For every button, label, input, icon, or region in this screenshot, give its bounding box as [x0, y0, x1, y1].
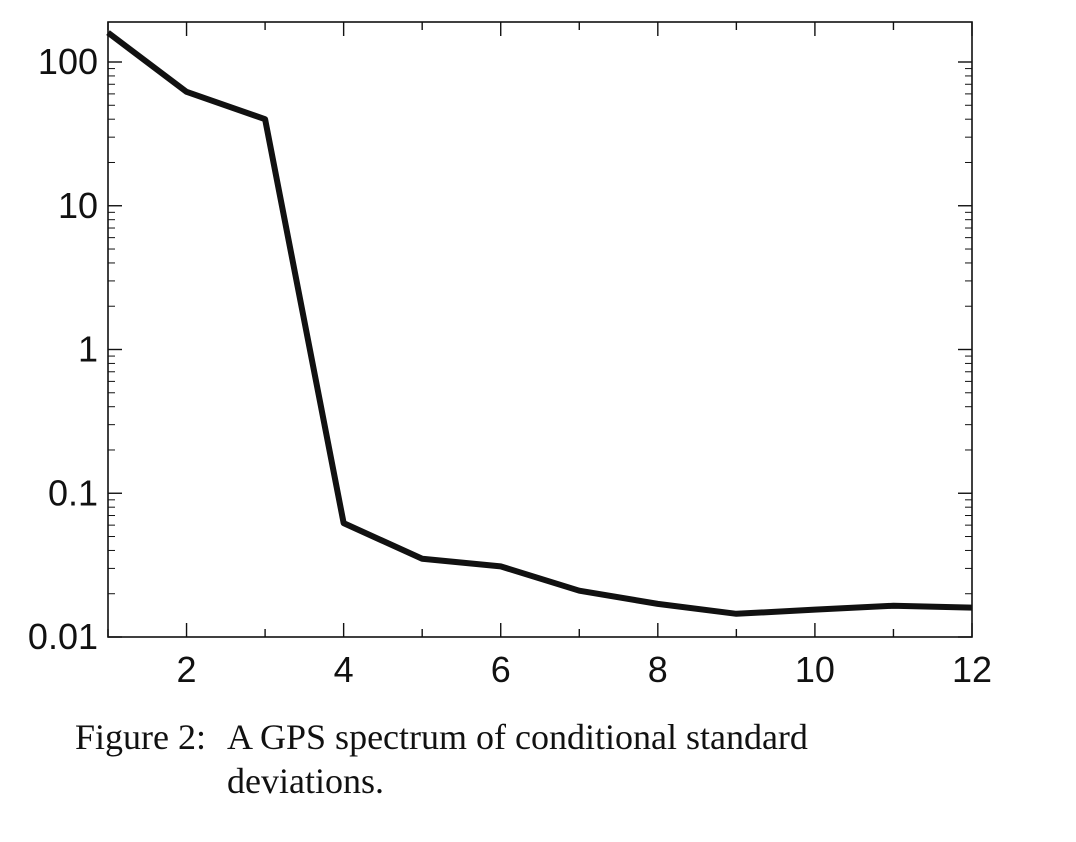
y-tick-label-2: 1 — [78, 329, 98, 370]
series-layer — [106, 30, 973, 617]
x-tick-label-2: 2 — [177, 649, 197, 690]
y-tick-label-1: 0.1 — [48, 472, 98, 513]
x-tick-label-12: 12 — [952, 649, 992, 690]
plot-frame — [107, 21, 973, 638]
tick-labels: 2 4 6 8 10 12 0.01 0.1 1 10 100 — [28, 41, 992, 690]
y-tick-label-4: 100 — [38, 41, 98, 82]
caption-label: Figure 2: — [75, 717, 206, 757]
x-tick-label-6: 6 — [491, 649, 511, 690]
figure-caption: Figure 2: A GPS spectrum of conditional s… — [75, 715, 975, 803]
y-tick-label-0: 0.01 — [28, 616, 98, 657]
x-tick-label-10: 10 — [795, 649, 835, 690]
axis-ticks — [107, 22, 973, 638]
chart: 2 4 6 8 10 12 0.01 0.1 1 10 100 — [28, 21, 992, 690]
series-line-0 — [106, 30, 973, 617]
caption-text: A GPS spectrum of conditional standard d… — [227, 717, 808, 801]
plot-border — [107, 21, 973, 638]
y-tick-label-3: 10 — [58, 185, 98, 226]
x-tick-label-4: 4 — [334, 649, 354, 690]
x-tick-label-8: 8 — [648, 649, 668, 690]
